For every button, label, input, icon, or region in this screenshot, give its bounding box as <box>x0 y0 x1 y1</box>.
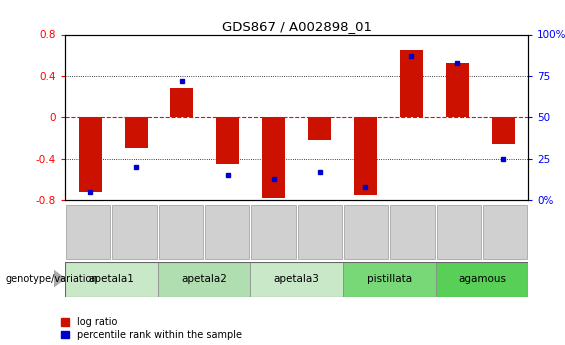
Bar <box>262 117 285 198</box>
Text: pistillata: pistillata <box>367 275 412 284</box>
Bar <box>437 205 481 259</box>
Bar <box>354 117 377 195</box>
Bar <box>436 262 528 297</box>
Legend: log ratio, percentile rank within the sample: log ratio, percentile rank within the sa… <box>62 317 242 340</box>
Bar <box>251 205 295 259</box>
Bar <box>492 117 515 144</box>
Bar <box>216 117 240 164</box>
Bar <box>159 205 203 259</box>
Text: apetala3: apetala3 <box>273 275 320 284</box>
Text: genotype/variation: genotype/variation <box>6 275 98 284</box>
Bar <box>65 262 158 297</box>
Bar <box>79 117 102 192</box>
Bar <box>298 205 342 259</box>
Text: apetala1: apetala1 <box>88 275 134 284</box>
Bar <box>158 262 250 297</box>
Polygon shape <box>54 269 66 288</box>
Title: GDS867 / A002898_01: GDS867 / A002898_01 <box>221 20 372 33</box>
Bar <box>171 88 193 117</box>
Bar <box>205 205 249 259</box>
Text: apetala2: apetala2 <box>181 275 227 284</box>
Bar <box>446 63 468 117</box>
Bar <box>66 205 110 259</box>
Bar <box>343 262 436 297</box>
Bar <box>308 117 331 140</box>
Bar <box>483 205 527 259</box>
Bar <box>344 205 388 259</box>
Bar <box>112 205 157 259</box>
Bar <box>250 262 343 297</box>
Bar <box>125 117 147 148</box>
Bar <box>390 205 434 259</box>
Bar <box>400 50 423 117</box>
Text: agamous: agamous <box>458 275 506 284</box>
